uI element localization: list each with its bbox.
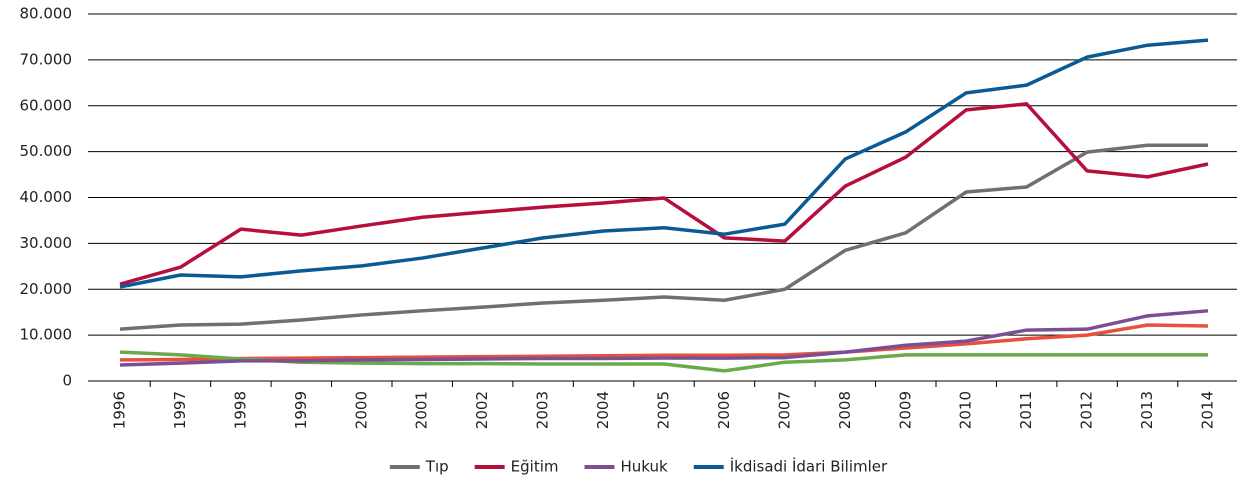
y-tick-label: 20.000 (20, 280, 73, 298)
series-line (119, 323, 1209, 362)
legend-label: Tıp (425, 458, 449, 476)
y-tick-label: 50.000 (20, 142, 73, 160)
x-tick-label: 2007 (775, 391, 793, 429)
legend-label: Eğitim (511, 458, 559, 476)
x-tick-label: 2000 (352, 391, 370, 429)
x-tick-label: 2014 (1199, 391, 1217, 429)
series-line (119, 38, 1209, 289)
legend-label: Hukuk (620, 458, 668, 476)
x-tick-label: 2004 (594, 391, 612, 429)
x-tick-label: 2005 (655, 391, 673, 429)
x-tick-label: 2012 (1078, 391, 1096, 429)
series-line (119, 309, 1209, 367)
x-tick-label: 2002 (473, 391, 491, 429)
y-tick-label: 60.000 (20, 96, 73, 114)
legend-label: İkdisadi İdari Bilimler (730, 457, 888, 476)
x-tick-label: 2011 (1017, 391, 1035, 429)
y-tick-label: 40.000 (20, 188, 73, 206)
x-tick-label: 2001 (413, 391, 431, 429)
x-tick-label: 1996 (111, 391, 129, 429)
series-line (119, 143, 1208, 331)
y-tick-label: 10.000 (20, 326, 73, 344)
legend: Tıp Eğitim Hukuk İkdisadi İdari Bilimler (389, 457, 888, 476)
x-tick-label: 2003 (534, 391, 552, 429)
x-tick-label: 2009 (896, 391, 914, 429)
x-tick-label: 1998 (231, 391, 249, 429)
x-tick-label: 2010 (957, 391, 975, 429)
y-tick-label: 70.000 (20, 50, 73, 68)
x-tick-label: 1999 (292, 391, 310, 429)
series-line (119, 102, 1209, 286)
y-tick-label: 80.000 (20, 5, 73, 23)
y-tick-label: 30.000 (20, 234, 73, 252)
x-tick-label: 1997 (171, 391, 189, 429)
x-tick-label: 2006 (715, 391, 733, 429)
y-tick-label: 0 (62, 372, 72, 390)
x-tick-label: 2013 (1138, 391, 1156, 429)
x-tick-label: 2008 (836, 391, 854, 429)
